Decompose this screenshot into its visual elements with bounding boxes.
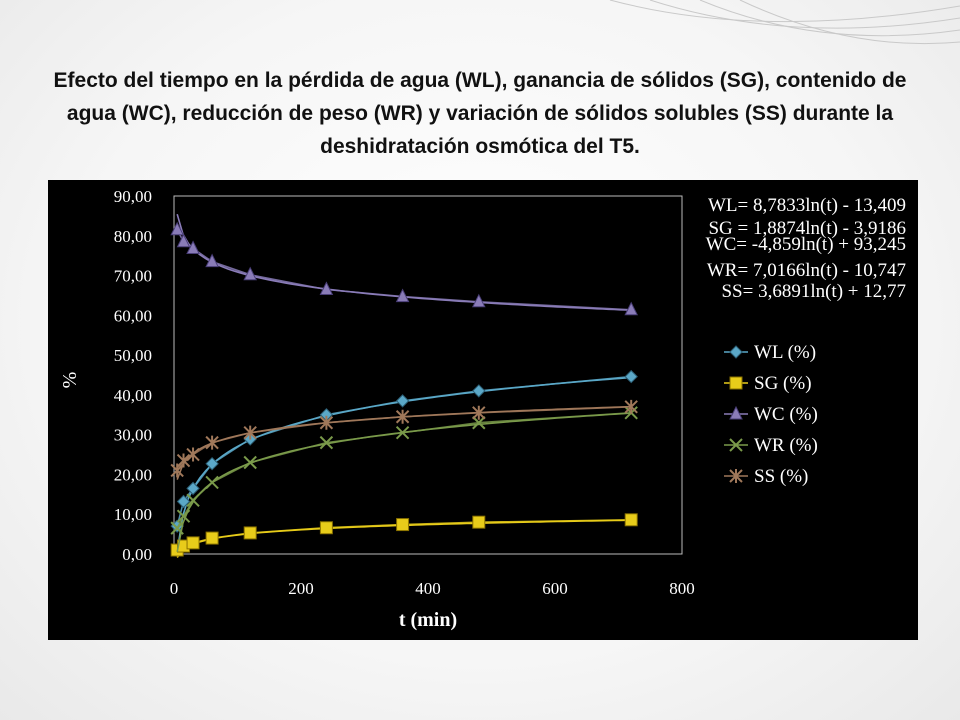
trend-equation: WC= -4,859ln(t) + 93,245 [706, 234, 906, 255]
series-layer [170, 213, 639, 558]
x-tick-label: 0 [170, 579, 179, 598]
plot-area [173, 195, 683, 555]
data-point [396, 518, 410, 532]
x-tick-label: 400 [415, 579, 441, 598]
slide-title: Efecto del tiempo en la pérdida de agua … [53, 69, 907, 158]
y-tick-label: 50,00 [114, 346, 152, 365]
legend-item: SG (%) [724, 373, 812, 394]
data-point [395, 425, 410, 440]
data-point [624, 399, 638, 414]
data-point [176, 494, 191, 509]
legend-label: SG (%) [754, 373, 812, 394]
legend-marker [729, 405, 743, 420]
data-point [176, 509, 191, 523]
data-point [205, 253, 219, 268]
y-tick-label: 70,00 [114, 267, 152, 286]
data-point [205, 475, 219, 490]
series-4 [170, 399, 638, 480]
legend-marker [729, 438, 743, 452]
legend-label: WL (%) [754, 342, 816, 363]
data-point [472, 384, 486, 398]
legend-label: WC (%) [754, 404, 818, 425]
data-point [170, 221, 184, 236]
y-tick-label: 90,00 [114, 187, 152, 206]
data-point [319, 415, 334, 430]
data-point [624, 513, 638, 527]
data-point [176, 453, 191, 468]
chart: 0,00 10,00 20,00 30,00 40,00 50,00 60,00 70,00 8… [48, 180, 918, 640]
legend-item: WC (%) [724, 404, 818, 425]
decorative-corner-lines [609, 0, 960, 45]
x-tick-label: 600 [542, 579, 568, 598]
data-point [471, 293, 486, 308]
legend-label: SS (%) [754, 466, 808, 487]
legend-marker [729, 376, 743, 390]
data-point [472, 515, 486, 529]
legend-label: WR (%) [754, 435, 818, 456]
data-point [186, 481, 200, 496]
data-point [472, 405, 486, 420]
data-point [243, 455, 257, 470]
trend-equation: WR= 7,0166ln(t) - 10,747 [707, 260, 906, 281]
data-point [395, 288, 410, 303]
y-axis-ticks: 0,00 10,00 20,00 30,00 40,00 50,00 60,00 70,00 8… [114, 187, 152, 564]
legend-marker [729, 345, 743, 359]
y-tick-label: 10,00 [114, 505, 152, 524]
y-tick-label: 20,00 [114, 465, 152, 484]
legend-item: WR (%) [724, 435, 818, 456]
legend-marker [729, 469, 743, 483]
data-point [176, 233, 191, 248]
legend: WL (%) SG (%) WC (%) WR (%) SS (%) [724, 342, 818, 487]
y-tick-label: 40,00 [114, 386, 152, 405]
data-point [205, 531, 219, 545]
y-tick-label: 80,00 [114, 227, 152, 246]
data-point [319, 435, 334, 450]
data-point [186, 493, 200, 508]
series-1 [170, 513, 638, 558]
data-point [395, 394, 410, 408]
data-point [243, 266, 258, 281]
series-3 [170, 406, 638, 552]
y-tick-label: 60,00 [114, 306, 152, 325]
trend-equation: SG = 1,8874ln(t) - 3,9186 [708, 218, 906, 239]
x-tick-label: 200 [288, 579, 314, 598]
data-point [243, 526, 257, 540]
data-point [205, 435, 219, 450]
data-point [186, 536, 200, 550]
data-point [205, 456, 219, 471]
y-axis-label: % [59, 372, 81, 389]
trend-equation: WL= 8,7833ln(t) - 13,409 [708, 195, 906, 216]
data-point [319, 281, 334, 295]
x-tick-label: 800 [669, 579, 695, 598]
chart-svg: 0,00 10,00 20,00 30,00 40,00 50,00 60,00 70,00 8… [59, 187, 906, 631]
x-axis-label: t (min) [399, 609, 457, 631]
series-2 [170, 213, 639, 316]
legend-item: SS (%) [724, 466, 808, 487]
data-point [472, 416, 486, 430]
x-axis-ticks: 0 200 400 600 800 [170, 579, 695, 598]
y-tick-label: 0,00 [122, 545, 152, 564]
data-point [624, 301, 639, 316]
data-point [395, 409, 410, 424]
trend-equation: SS= 3,6891ln(t) + 12,77 [721, 281, 906, 302]
data-point [170, 521, 184, 535]
data-point [243, 425, 257, 440]
data-point [186, 447, 200, 462]
legend-item: WL (%) [724, 342, 816, 363]
data-point [624, 369, 638, 384]
y-tick-label: 30,00 [114, 426, 152, 445]
data-point [186, 240, 200, 255]
data-point [319, 521, 333, 535]
